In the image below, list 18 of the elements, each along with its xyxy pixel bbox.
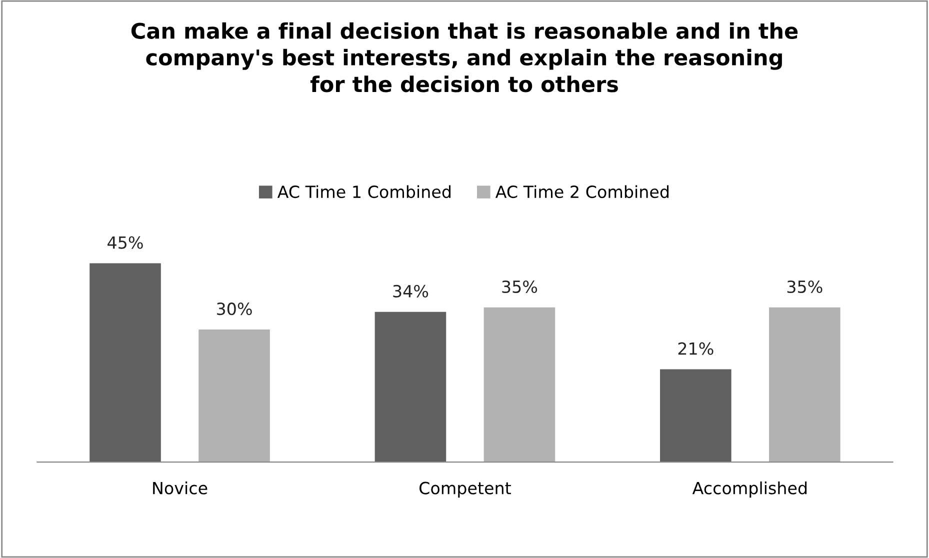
bar [90, 263, 161, 462]
data-label: 34% [393, 284, 428, 298]
data-label: 21% [678, 342, 714, 355]
data-label: 35% [787, 280, 822, 294]
x-tick-label: Competent [420, 482, 511, 498]
data-label: 45% [108, 236, 143, 249]
data-label: 35% [502, 280, 538, 294]
bar [769, 307, 840, 462]
bar [660, 369, 732, 462]
bar [198, 329, 270, 462]
x-tick-label: Accomplished [692, 481, 807, 498]
legend-label: AC Time 1 Combined [277, 185, 450, 198]
chart-title: Can make a final decision that is reasonable and in the company's best interests, and explain the reasoning for the decision to others [131, 22, 798, 92]
x-tick-label: Novice [153, 481, 208, 494]
bar [484, 307, 556, 462]
data-label: 30% [217, 302, 252, 316]
legend-label: AC Time 2 Combined [495, 185, 669, 198]
bar [374, 312, 446, 462]
